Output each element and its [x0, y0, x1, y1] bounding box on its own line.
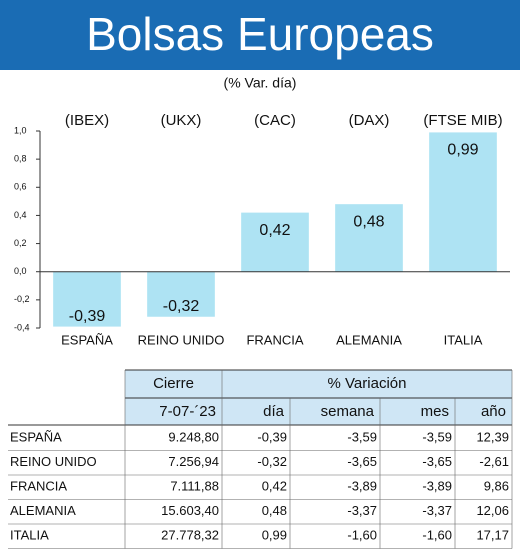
table-cell: 9.248,80 — [168, 430, 219, 445]
table-cell: 0,42 — [262, 479, 287, 494]
table-cell: ESPAÑA — [10, 430, 62, 445]
index-label: (IBEX) — [65, 112, 109, 129]
table-subheader: mes — [421, 403, 449, 420]
title-banner — [0, 0, 520, 70]
index-label: (DAX) — [349, 112, 390, 129]
table-cell: -2,61 — [479, 454, 509, 469]
table-cell: -0,32 — [257, 454, 287, 469]
value-label: -0,32 — [163, 298, 200, 315]
table-cell: -3,65 — [422, 454, 452, 469]
table-subheader: semana — [321, 403, 375, 420]
table-cell: ITALIA — [10, 528, 49, 543]
table-corner — [8, 370, 125, 425]
table-cell: -0,39 — [257, 430, 287, 445]
x-tick-label: ITALIA — [444, 332, 483, 347]
table-cell: -3,59 — [347, 430, 377, 445]
y-tick-label: -0,4 — [14, 322, 30, 332]
table-cell: FRANCIA — [10, 479, 67, 494]
y-tick-label: 0,8 — [14, 154, 27, 164]
value-label: 0,99 — [447, 142, 478, 159]
x-tick-label: ESPAÑA — [61, 332, 113, 347]
bar — [53, 271, 121, 327]
value-label: 0,48 — [353, 213, 384, 230]
table-cell: -3,37 — [347, 503, 377, 518]
table-cell: 17,17 — [476, 528, 509, 543]
table-cell: -1,60 — [422, 528, 452, 543]
table-cell: 12,06 — [476, 503, 509, 518]
table-cell: -3,65 — [347, 454, 377, 469]
table-subheader: año — [481, 403, 506, 420]
table-cell: -1,60 — [347, 528, 377, 543]
table-cell: -3,59 — [422, 430, 452, 445]
table-cell: -3,89 — [347, 479, 377, 494]
x-tick-label: FRANCIA — [246, 332, 303, 347]
table-cell: 15.603,40 — [161, 503, 219, 518]
table-cell: -3,89 — [422, 479, 452, 494]
table-cell: 0,48 — [262, 503, 287, 518]
y-tick-label: -0,2 — [14, 294, 30, 304]
table-subheader: 7-07-´23 — [159, 403, 216, 420]
table-cell: 27.778,32 — [161, 528, 219, 543]
bar — [335, 204, 403, 272]
table-cell: 12,39 — [476, 430, 509, 445]
index-label: (FTSE MIB) — [423, 112, 502, 129]
table-cell: 9,86 — [484, 479, 509, 494]
bar — [429, 132, 497, 272]
table-cell: 7.256,94 — [168, 454, 219, 469]
chart-subtitle: (% Var. día) — [224, 75, 297, 91]
bar — [241, 212, 309, 272]
table-cell: ALEMANIA — [10, 503, 76, 518]
value-label: -0,39 — [69, 308, 106, 325]
value-label: 0,42 — [259, 222, 290, 239]
table-header: Cierre — [153, 375, 194, 392]
index-label: (UKX) — [161, 112, 202, 129]
chart-title: Bolsas Europeas — [86, 8, 434, 60]
y-tick-label: 0,4 — [14, 210, 27, 220]
table-subheader: día — [263, 403, 285, 420]
y-tick-label: 0,2 — [14, 238, 27, 248]
x-tick-label: REINO UNIDO — [138, 332, 225, 347]
bar — [147, 271, 215, 317]
table-header: % Variación — [328, 375, 407, 392]
x-tick-label: ALEMANIA — [336, 332, 402, 347]
index-label: (CAC) — [254, 112, 296, 129]
y-tick-label: 1,0 — [14, 125, 27, 135]
table-cell: -3,37 — [422, 503, 452, 518]
table-cell: REINO UNIDO — [10, 454, 97, 469]
y-tick-label: 0,6 — [14, 182, 27, 192]
y-tick-label: 0,0 — [14, 266, 27, 276]
table-cell: 7.111,88 — [170, 479, 219, 494]
table-cell: 0,99 — [262, 528, 287, 543]
